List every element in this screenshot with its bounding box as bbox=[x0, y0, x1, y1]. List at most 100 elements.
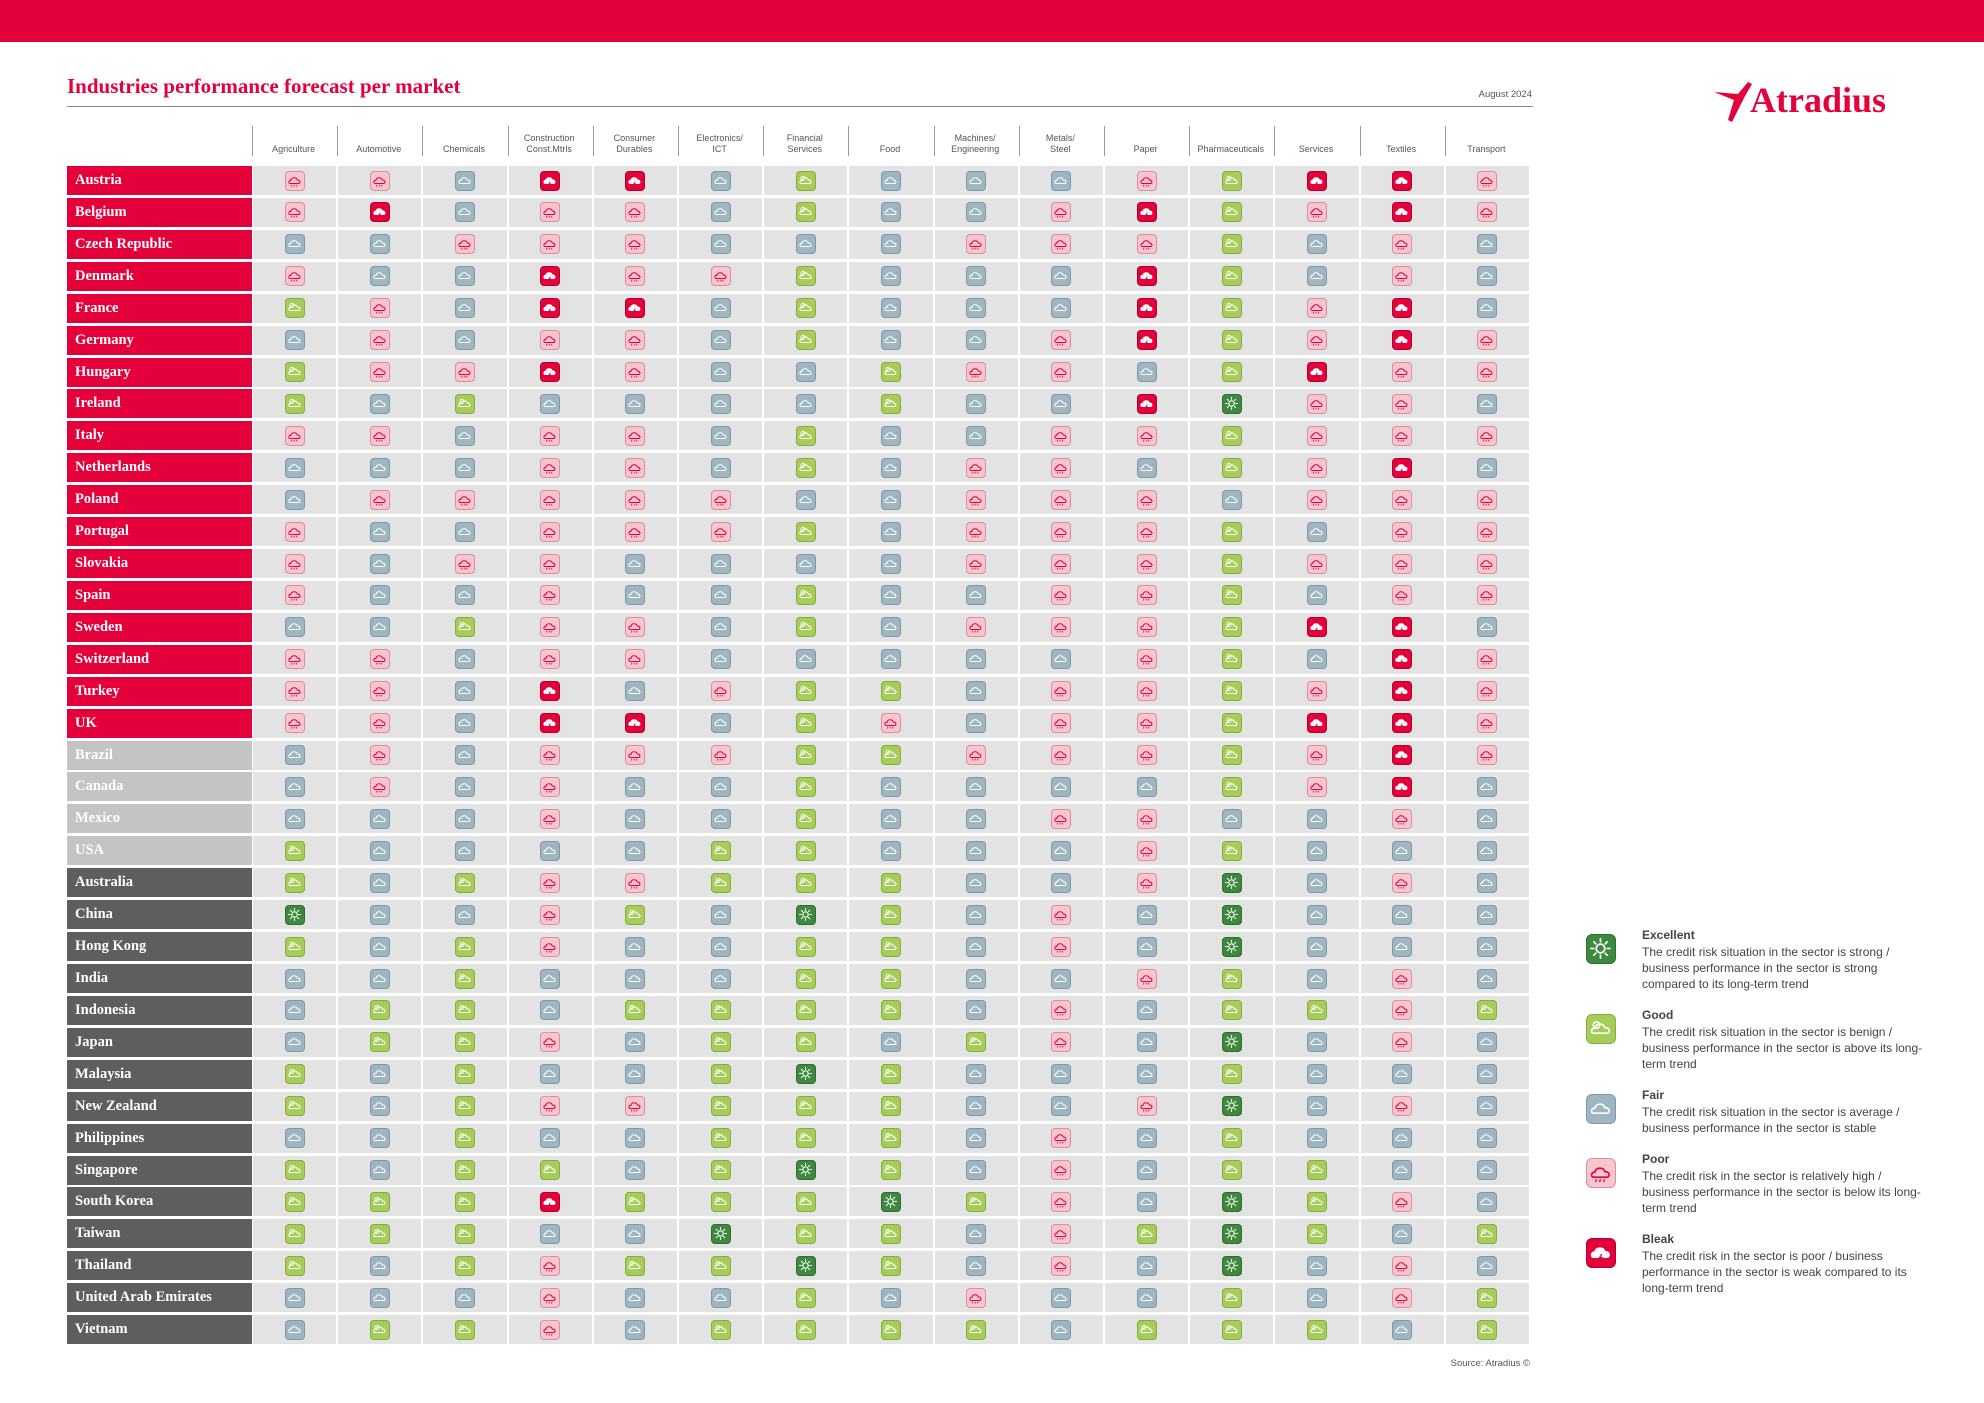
market-label: United Arab Emirates bbox=[67, 1283, 252, 1313]
table-cell bbox=[1445, 1315, 1529, 1345]
cloud-icon bbox=[1306, 840, 1327, 861]
table-cell bbox=[508, 229, 592, 259]
sun-cloud-icon bbox=[1136, 1223, 1157, 1244]
cloud-icon bbox=[1477, 617, 1498, 638]
market-label: France bbox=[67, 293, 252, 323]
rain-cloud-icon bbox=[1136, 234, 1157, 255]
table-cell bbox=[423, 1315, 507, 1345]
rain-cloud-icon bbox=[1477, 521, 1498, 542]
sun-cloud-icon bbox=[795, 617, 816, 638]
table-cell bbox=[253, 868, 337, 898]
table-cell bbox=[1019, 1027, 1103, 1057]
table-cell bbox=[934, 995, 1018, 1025]
table-cell bbox=[849, 1187, 933, 1217]
sun-cloud-icon bbox=[795, 1287, 816, 1308]
table-cell bbox=[1019, 868, 1103, 898]
sun-cloud-icon bbox=[795, 1096, 816, 1117]
table-cell bbox=[1275, 676, 1359, 706]
rain-cloud-icon bbox=[625, 1096, 646, 1117]
sun-cloud-icon bbox=[454, 936, 475, 957]
sun-cloud-icon bbox=[369, 1223, 390, 1244]
cloud-icon bbox=[795, 393, 816, 414]
table-cell bbox=[1445, 421, 1529, 451]
cloud-icon bbox=[880, 521, 901, 542]
cloud-icon bbox=[369, 872, 390, 893]
table-cell bbox=[1445, 197, 1529, 227]
table-cell bbox=[508, 1123, 592, 1153]
table-cell bbox=[679, 868, 763, 898]
table-cell bbox=[253, 1187, 337, 1217]
table-cell bbox=[508, 357, 592, 387]
cloud-icon bbox=[369, 936, 390, 957]
sun-cloud-icon bbox=[369, 1000, 390, 1021]
table-cell bbox=[423, 293, 507, 323]
sun-cloud-icon bbox=[1221, 1319, 1242, 1340]
rain-cloud-icon bbox=[1051, 585, 1072, 606]
table-cell bbox=[338, 836, 422, 866]
table-cell bbox=[338, 293, 422, 323]
cloud-icon bbox=[454, 266, 475, 287]
cloud-icon bbox=[454, 808, 475, 829]
table-cell bbox=[253, 644, 337, 674]
market-label: Japan bbox=[67, 1027, 252, 1057]
table-cell bbox=[849, 197, 933, 227]
table-cell bbox=[764, 1283, 848, 1313]
cloud-icon bbox=[1051, 1287, 1072, 1308]
sun-cloud-icon bbox=[966, 1319, 987, 1340]
table-cell bbox=[1445, 676, 1529, 706]
rain-cloud-icon bbox=[454, 553, 475, 574]
storm-cloud-icon bbox=[1392, 713, 1413, 734]
table-cell bbox=[1445, 261, 1529, 291]
cloud-icon bbox=[710, 362, 731, 383]
storm-cloud-icon bbox=[1306, 362, 1327, 383]
table-cell bbox=[849, 644, 933, 674]
legend-title: Good bbox=[1642, 1008, 1674, 1022]
cloud-icon bbox=[1051, 872, 1072, 893]
rain-cloud-icon bbox=[369, 362, 390, 383]
table-cell bbox=[849, 485, 933, 515]
table-cell bbox=[764, 1059, 848, 1089]
cloud-icon bbox=[1477, 266, 1498, 287]
table-cell bbox=[1019, 325, 1103, 355]
table-cell bbox=[1190, 708, 1274, 738]
table-cell bbox=[253, 453, 337, 483]
cloud-icon bbox=[966, 393, 987, 414]
cloud-icon bbox=[795, 234, 816, 255]
cloud-icon bbox=[1477, 1032, 1498, 1053]
table-cell bbox=[423, 261, 507, 291]
storm-cloud-icon bbox=[1392, 776, 1413, 797]
table-cell bbox=[1105, 197, 1189, 227]
rain-cloud-icon bbox=[284, 425, 305, 446]
table-cell bbox=[1190, 1315, 1274, 1345]
table-cell bbox=[1360, 357, 1444, 387]
cloud-icon bbox=[369, 1160, 390, 1181]
table-cell bbox=[1360, 644, 1444, 674]
table-cell bbox=[253, 932, 337, 962]
table-cell bbox=[849, 676, 933, 706]
cloud-icon bbox=[1477, 872, 1498, 893]
table-cell bbox=[1360, 421, 1444, 451]
table-cell bbox=[423, 389, 507, 419]
table-cell bbox=[764, 900, 848, 930]
table-cell bbox=[1360, 772, 1444, 802]
table-cell bbox=[1275, 772, 1359, 802]
table-cell bbox=[934, 1187, 1018, 1217]
table-cell bbox=[1190, 1283, 1274, 1313]
table-cell bbox=[593, 357, 677, 387]
cloud-icon bbox=[369, 968, 390, 989]
cloud-icon bbox=[1477, 1128, 1498, 1149]
table-cell bbox=[253, 1251, 337, 1281]
market-label: Portugal bbox=[67, 517, 252, 547]
cloud-icon bbox=[966, 1064, 987, 1085]
sun-cloud-icon bbox=[1221, 1064, 1242, 1085]
table-cell bbox=[849, 389, 933, 419]
table-cell bbox=[1105, 325, 1189, 355]
table-cell bbox=[849, 836, 933, 866]
cloud-icon bbox=[1136, 1000, 1157, 1021]
table-cell bbox=[593, 995, 677, 1025]
market-label: Mexico bbox=[67, 804, 252, 834]
rain-cloud-icon bbox=[1051, 489, 1072, 510]
table-cell bbox=[423, 1123, 507, 1153]
table-cell bbox=[764, 1091, 848, 1121]
table-cell bbox=[679, 1091, 763, 1121]
